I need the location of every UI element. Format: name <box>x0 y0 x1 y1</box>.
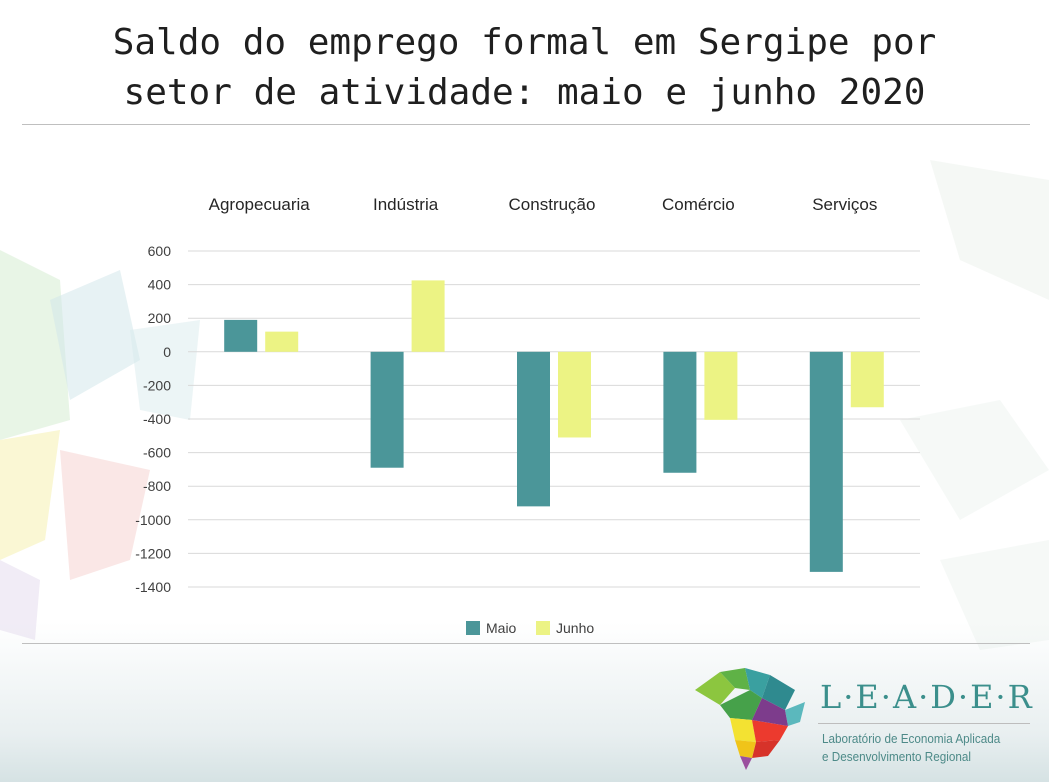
bar-maio <box>809 351 843 572</box>
category-label: Serviços <box>812 195 877 214</box>
legend-swatch <box>536 621 550 635</box>
bar-junho <box>265 331 299 352</box>
y-tick-label: -1200 <box>135 545 171 561</box>
title-line-2: setor de atividade: maio e junho 2020 <box>123 72 926 113</box>
y-tick-label: 0 <box>163 344 171 360</box>
bar-junho <box>411 280 445 352</box>
logo-subtitle-line-2: e Desenvolvimento Regional <box>822 749 971 764</box>
title-divider <box>22 124 1030 125</box>
y-tick-label: 200 <box>148 310 172 326</box>
y-tick-label: 400 <box>148 277 172 293</box>
bottom-gradient <box>0 622 1049 782</box>
bar-chart: 600 400 200 0 -200 -400 -600 -800 -1000 -1200 -140… <box>135 195 920 636</box>
y-tick-label: -1000 <box>135 512 171 528</box>
logo-subtitle: Laboratório de Economia Aplicada e Desen… <box>822 730 1000 766</box>
page-title: Saldo do emprego formal em Sergipe por s… <box>0 18 1049 118</box>
title-line-1: Saldo do emprego formal em Sergipe por <box>112 22 937 63</box>
legend-label: Junho <box>556 620 594 636</box>
logo-divider <box>818 723 1030 724</box>
y-tick-label: -1400 <box>135 579 171 595</box>
legend-label: Maio <box>486 620 517 636</box>
category-label: Indústria <box>373 195 439 214</box>
footer-divider <box>22 643 1030 644</box>
y-tick-label: -200 <box>143 377 171 393</box>
logo-subtitle-line-1: Laboratório de Economia Aplicada <box>822 731 1001 746</box>
bar-junho <box>558 351 591 438</box>
bar-maio <box>224 319 258 352</box>
leader-logo: L·E·A·D·E·R Laboratório de Economia Apli… <box>690 660 1040 780</box>
y-tick-label: -800 <box>143 478 171 494</box>
category-label: Agropecuaria <box>209 195 311 214</box>
bar-maio <box>663 351 697 473</box>
category-label: Comércio <box>662 195 735 214</box>
y-tick-label: -400 <box>143 411 171 427</box>
logo-wordmark: L·E·A·D·E·R <box>820 678 1034 716</box>
bar-junho <box>850 351 884 408</box>
bar-maio <box>517 351 550 507</box>
brazil-map-logo-icon <box>695 668 805 770</box>
bar-junho <box>704 351 738 420</box>
legend-swatch <box>466 621 480 635</box>
category-label: Construção <box>509 195 596 214</box>
bar-maio <box>370 351 404 468</box>
y-tick-label: 600 <box>148 243 172 259</box>
y-tick-label: -600 <box>143 445 171 461</box>
